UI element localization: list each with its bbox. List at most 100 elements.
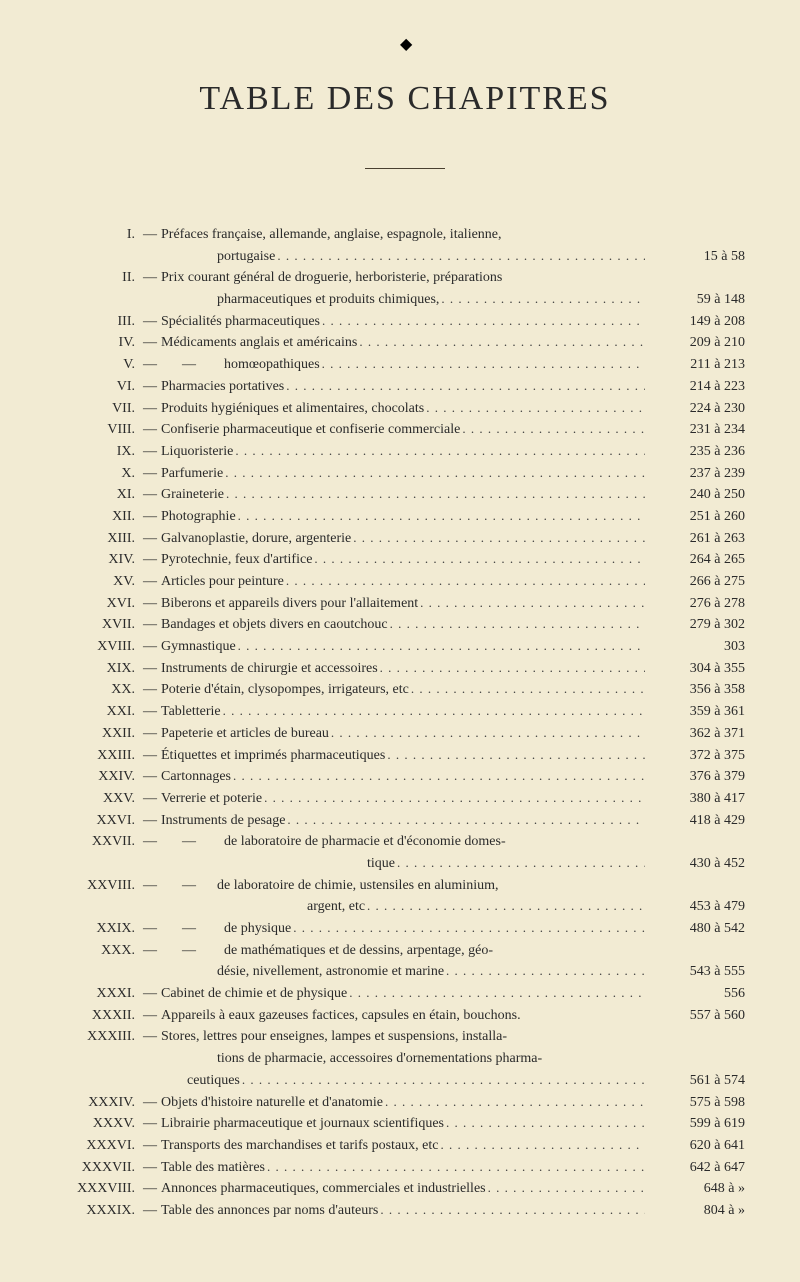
chapter-number: VI. [65,376,139,398]
chapter-label: argent, etc [157,899,367,914]
page-range: 237 à 239 [645,463,745,485]
chapter-label-wrap: — de laboratoire de pharmacie et d'écono… [161,831,745,853]
toc-entry: XIX.—Instruments de chirurgie et accesso… [65,658,745,680]
toc-entry: XXII.—Papeterie et articles de bureau362… [65,723,745,745]
chapter-label: Papeterie et articles de bureau [161,726,331,741]
page-range: 642 à 647 [645,1157,745,1179]
table-of-contents: I.—Préfaces française, allemande, anglai… [65,224,745,1222]
chapter-label-wrap: Pharmacies portatives [161,376,645,398]
dash: — [139,332,161,354]
page-range: 209 à 210 [645,332,745,354]
chapter-label-wrap: tique [157,853,645,875]
toc-entry: VII.—Produits hygiéniques et alimentaire… [65,398,745,420]
chapter-number: XIV. [65,549,139,571]
chapter-label-wrap: Cabinet de chimie et de physique [161,983,645,1005]
page-range: 376 à 379 [645,766,745,788]
chapter-label-wrap: Biberons et appareils divers pour l'alla… [161,593,645,615]
chapter-label-wrap: Médicaments anglais et américains [161,332,645,354]
dash: — [139,614,161,636]
dash: — [139,1157,161,1179]
page-range: 276 à 278 [645,593,745,615]
toc-entry: XXXIX.—Table des annonces par noms d'aut… [65,1200,745,1222]
chapter-label: Librairie pharmaceutique et journaux sci… [161,1116,446,1131]
toc-entry-cont: —tique430 à 452 [65,853,745,875]
chapter-number: VIII. [65,419,139,441]
chapter-label-wrap: Stores, lettres pour enseignes, lampes e… [161,1026,745,1048]
chapter-number: XXXVII. [65,1157,139,1179]
toc-entry: XIV.—Pyrotechnie, feux d'artifice264 à 2… [65,549,745,571]
chapter-label: ceutiques [157,1073,242,1088]
dash: — [139,549,161,571]
chapter-number: X. [65,463,139,485]
chapter-number: XIX. [65,658,139,680]
chapter-label: Stores, lettres pour enseignes, lampes e… [161,1029,509,1044]
chapter-label: Bandages et objets divers en caoutchouc [161,617,390,632]
chapter-number: I. [65,224,139,246]
toc-entry-cont: —pharmaceutiques et produits chimiques,5… [65,289,745,311]
chapter-label-wrap: pharmaceutiques et produits chimiques, [157,289,645,311]
dash: — [139,398,161,420]
chapter-label: Cartonnages [161,769,233,784]
dash: — [139,484,161,506]
dash: — [139,1178,161,1200]
toc-entry: XVI.—Biberons et appareils divers pour l… [65,593,745,615]
page-range: 599 à 619 [645,1113,745,1135]
page-range: 575 à 598 [645,1092,745,1114]
chapter-label-wrap: Instruments de pesage [161,810,645,832]
chapter-number: XXII. [65,723,139,745]
page-range: 480 à 542 [645,918,745,940]
dash: — [139,745,161,767]
page-range: 303 [645,636,745,658]
chapter-number: XXXIX. [65,1200,139,1222]
chapter-label-wrap: portugaise [157,246,645,268]
toc-entry: IV.—Médicaments anglais et américains209… [65,332,745,354]
chapter-label-wrap: argent, etc [157,896,645,918]
dash: — [139,1113,161,1135]
toc-entry: XXXVII.—Table des matières 642 à 647 [65,1157,745,1179]
chapter-label-wrap: tions de pharmacie, accessoires d'orneme… [157,1048,745,1070]
toc-entry: XV.—Articles pour peinture266 à 275 [65,571,745,593]
dash: — [139,267,161,289]
chapter-label: Galvanoplastie, dorure, argenterie [161,531,353,546]
chapter-label-wrap: Étiquettes et imprimés pharmaceutiques [161,745,645,767]
dash: — [139,1026,161,1048]
page: ◆ TABLE DES CHAPITRES I.—Préfaces frança… [0,0,800,1282]
toc-entry: XXIII.—Étiquettes et imprimés pharmaceut… [65,745,745,767]
page-range: 214 à 223 [645,376,745,398]
page-range: 224 à 230 [645,398,745,420]
chapter-label-wrap: Galvanoplastie, dorure, argenterie [161,528,645,550]
page-range: 418 à 429 [645,810,745,832]
chapter-number: IX. [65,441,139,463]
page-range: 264 à 265 [645,549,745,571]
dash: — [139,593,161,615]
divider [365,168,445,169]
chapter-number: III. [65,311,139,333]
toc-entry: XVIII.—Gymnastique303 [65,636,745,658]
chapter-label: pharmaceutiques et produits chimiques, [157,292,441,307]
chapter-number: XXXVIII. [65,1178,139,1200]
toc-entry: XXX.— — de mathématiques et de dessins, … [65,940,745,962]
chapter-label: Table des matières [161,1160,267,1175]
chapter-label-wrap: Appareils à eaux gazeuses factices, caps… [161,1005,645,1027]
toc-entry: I.—Préfaces française, allemande, anglai… [65,224,745,246]
chapter-number: XXIV. [65,766,139,788]
chapter-label: portugaise [157,249,277,264]
page-range: 251 à 260 [645,506,745,528]
toc-entry: XI.—Graineterie240 à 250 [65,484,745,506]
chapter-number: XXXV. [65,1113,139,1135]
chapter-label-wrap: Produits hygiéniques et alimentaires, ch… [161,398,645,420]
chapter-label-wrap: — homœopathiques [161,354,645,376]
chapter-label: Photographie [161,509,238,524]
chapter-label-wrap: — de mathématiques et de dessins, arpent… [161,940,745,962]
chapter-number: V. [65,354,139,376]
page-range: 240 à 250 [645,484,745,506]
chapter-label: Liquoristerie [161,444,235,459]
toc-entry: XXXV.—Librairie pharmaceutique et journa… [65,1113,745,1135]
chapter-number: II. [65,267,139,289]
page-range: 231 à 234 [645,419,745,441]
page-range: 359 à 361 [645,701,745,723]
toc-entry: XVII.—Bandages et objets divers en caout… [65,614,745,636]
dash: — [139,701,161,723]
chapter-label: Parfumerie [161,466,225,481]
chapter-label-wrap: Liquoristerie [161,441,645,463]
